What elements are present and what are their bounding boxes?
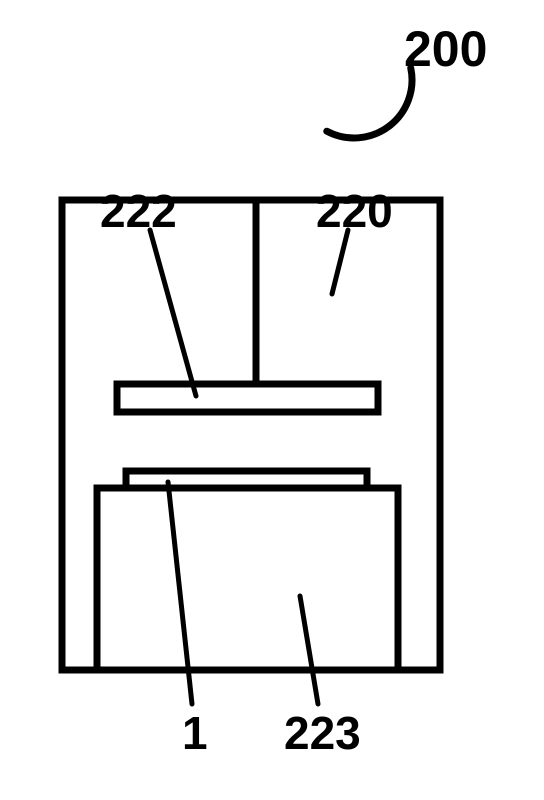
label-220: 220 (316, 184, 393, 238)
label-1: 1 (182, 706, 208, 760)
diagram-svg (0, 0, 544, 800)
label-223: 223 (284, 706, 361, 760)
label-200: 200 (404, 20, 487, 78)
diagram-canvas: 200 222 220 1 223 (0, 0, 544, 800)
label-222: 222 (100, 184, 177, 238)
